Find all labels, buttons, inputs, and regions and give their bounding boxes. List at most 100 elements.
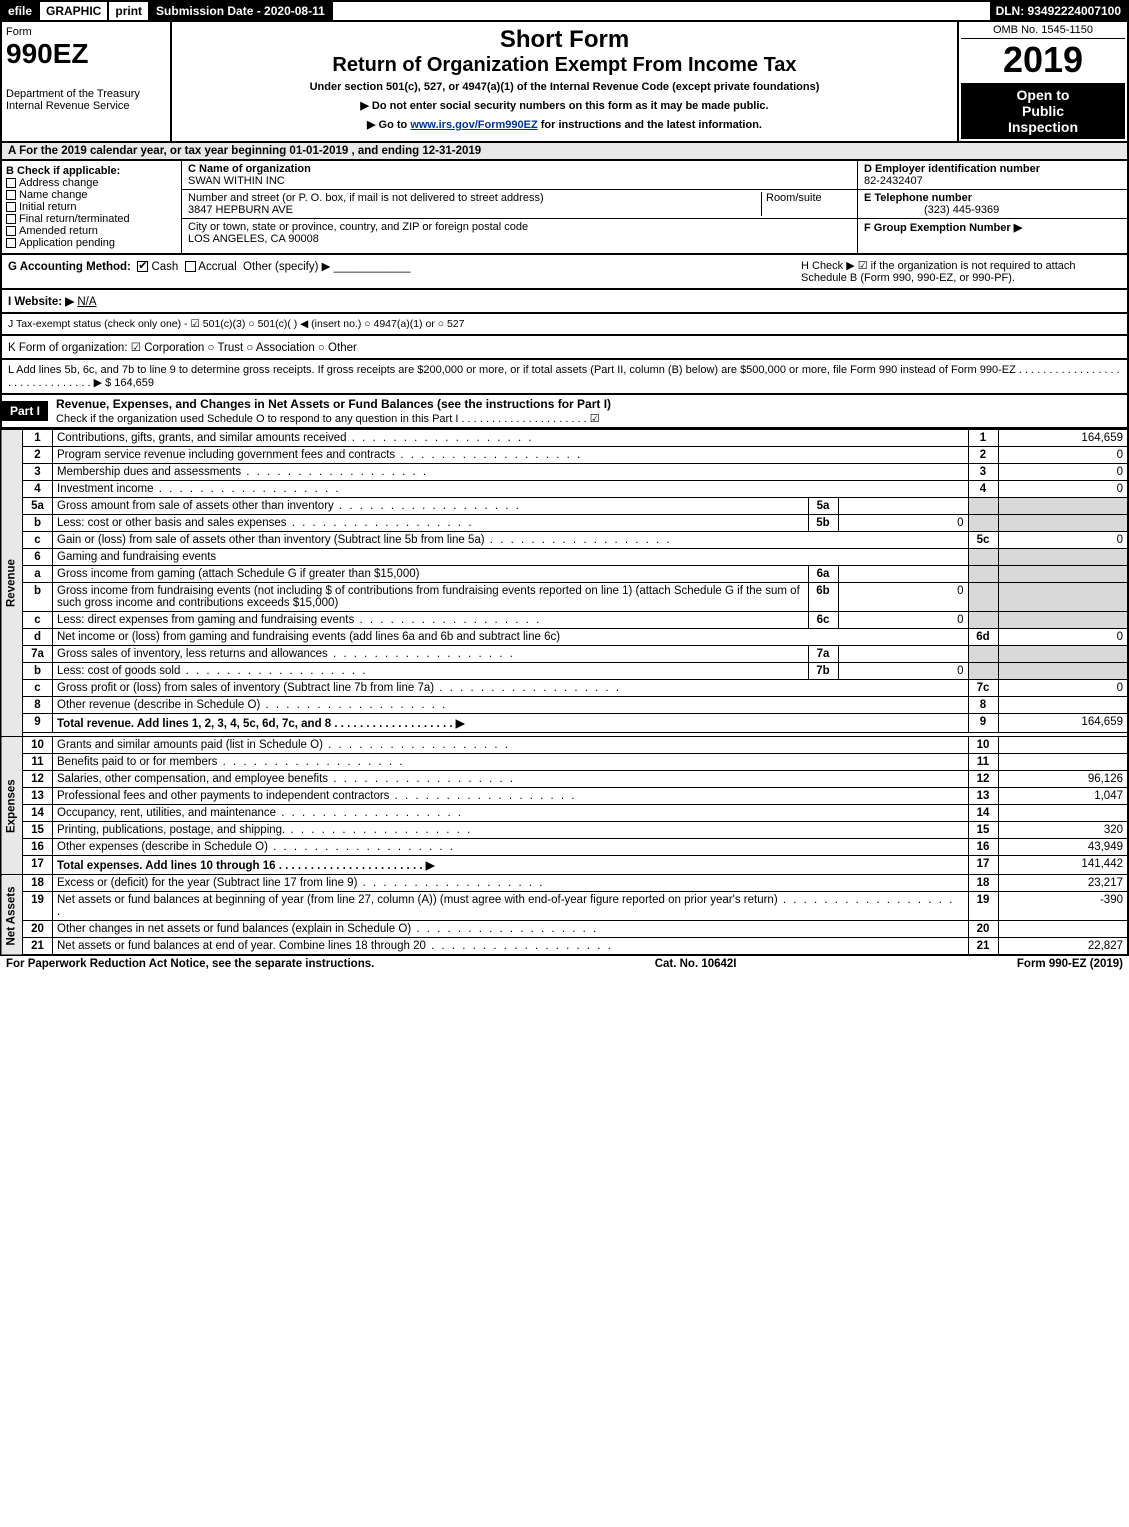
line-amount — [998, 754, 1128, 771]
chk-label: Final return/terminated — [19, 213, 130, 225]
line-no: a — [23, 566, 53, 583]
address-row: Number and street (or P. O. box, if mail… — [182, 190, 857, 219]
chk-label: Application pending — [19, 237, 115, 249]
line-no: 17 — [23, 856, 53, 875]
line-text: Less: direct expenses from gaming and fu… — [53, 612, 809, 629]
chk-address-change[interactable]: Address change — [6, 177, 177, 189]
line-ref: 15 — [968, 822, 998, 839]
part1-header-row: Part I Revenue, Expenses, and Changes in… — [0, 395, 1129, 429]
chk-amended[interactable]: Amended return — [6, 225, 177, 237]
line-no: 15 — [23, 822, 53, 839]
line-amount: 23,217 — [998, 875, 1128, 892]
line-no: 19 — [23, 892, 53, 921]
shade-cell — [998, 583, 1128, 612]
line-ref: 18 — [968, 875, 998, 892]
section-l: L Add lines 5b, 6c, and 7b to line 9 to … — [0, 360, 1129, 395]
line-no: 14 — [23, 805, 53, 822]
line-amount: 43,949 — [998, 839, 1128, 856]
line-amount — [998, 697, 1128, 714]
city-value: LOS ANGELES, CA 90008 — [188, 233, 319, 245]
line-ref: 20 — [968, 921, 998, 938]
irs-label: Internal Revenue Service — [6, 100, 166, 112]
shade-cell — [998, 646, 1128, 663]
part1-title: Revenue, Expenses, and Changes in Net As… — [48, 395, 1127, 427]
line-text: Gross profit or (loss) from sales of inv… — [53, 680, 969, 697]
line-text: Gross amount from sale of assets other t… — [53, 498, 809, 515]
open-inspection-box: Open to Public Inspection — [961, 83, 1125, 139]
line-text: Net assets or fund balances at beginning… — [53, 892, 969, 921]
city-row: City or town, state or province, country… — [182, 219, 857, 247]
line-text: Other revenue (describe in Schedule O) — [53, 697, 969, 714]
line-amount: 0 — [998, 629, 1128, 646]
line-text: Other expenses (describe in Schedule O) — [53, 839, 969, 856]
line-ref: 13 — [968, 788, 998, 805]
chk-application-pending[interactable]: Application pending — [6, 237, 177, 249]
chk-label: Address change — [19, 177, 99, 189]
ein-label: D Employer identification number — [864, 163, 1040, 175]
chk-initial-return[interactable]: Initial return — [6, 201, 177, 213]
city-label: City or town, state or province, country… — [188, 221, 528, 233]
section-g: G Accounting Method: Cash Accrual Other … — [8, 259, 801, 284]
line-ref: 5c — [968, 532, 998, 549]
chk-cash[interactable] — [137, 261, 148, 272]
g-label: G Accounting Method: — [8, 261, 131, 273]
line-ref: 12 — [968, 771, 998, 788]
line-ref: 2 — [968, 447, 998, 464]
line-amount: 0 — [998, 464, 1128, 481]
section-b: B Check if applicable: Address change Na… — [2, 161, 182, 253]
chk-name-change[interactable]: Name change — [6, 189, 177, 201]
top-bar: efile GRAPHIC print Submission Date - 20… — [0, 0, 1129, 22]
line-amount: 22,827 — [998, 938, 1128, 956]
line-amount: 0 — [998, 447, 1128, 464]
omb-number: OMB No. 1545-1150 — [961, 24, 1125, 39]
section-c: C Name of organization SWAN WITHIN INC N… — [182, 161, 857, 253]
dept-treasury: Department of the Treasury — [6, 88, 166, 100]
line-ref: 3 — [968, 464, 998, 481]
print-button[interactable]: print — [109, 2, 150, 20]
tax-year: 2019 — [961, 39, 1125, 81]
line-text: Contributions, gifts, grants, and simila… — [53, 430, 969, 447]
form-header: Form 990EZ Department of the Treasury In… — [0, 22, 1129, 143]
goto-pre: ▶ Go to — [367, 119, 410, 131]
form-number-block: Form 990EZ Department of the Treasury In… — [2, 22, 172, 141]
line-text: Total revenue. Add lines 1, 2, 3, 4, 5c,… — [53, 714, 969, 733]
cash-label: Cash — [151, 261, 178, 273]
addr-label: Number and street (or P. O. box, if mail… — [188, 192, 544, 204]
line-ref: 9 — [968, 714, 998, 733]
chk-final-return[interactable]: Final return/terminated — [6, 213, 177, 225]
chk-label: Initial return — [19, 201, 76, 213]
shade-cell — [998, 498, 1128, 515]
chk-label: Amended return — [19, 225, 98, 237]
footer-mid: Cat. No. 10642I — [655, 958, 737, 970]
line-ref: 8 — [968, 697, 998, 714]
footer-right: Form 990-EZ (2019) — [1017, 958, 1123, 970]
line-ref: 21 — [968, 938, 998, 956]
org-name-label: C Name of organization — [188, 163, 311, 175]
line-no: b — [23, 663, 53, 680]
line-ref: 4 — [968, 481, 998, 498]
irs-link[interactable]: www.irs.gov/Form990EZ — [410, 119, 537, 131]
form-number: 990EZ — [6, 38, 166, 70]
line-amount: 1,047 — [998, 788, 1128, 805]
line-amount: 0 — [998, 481, 1128, 498]
graphic-button[interactable]: GRAPHIC — [40, 2, 109, 20]
website-label: I Website: ▶ — [8, 296, 74, 308]
line-amount: 0 — [998, 532, 1128, 549]
shade-cell — [998, 515, 1128, 532]
shade-cell — [968, 663, 998, 680]
line-ref: 11 — [968, 754, 998, 771]
org-name-row: C Name of organization SWAN WITHIN INC — [182, 161, 857, 190]
line-text: Gross income from fundraising events (no… — [53, 583, 809, 612]
goto-post: for instructions and the latest informat… — [541, 119, 762, 131]
efile-button[interactable]: efile — [2, 2, 40, 20]
line-text: Salaries, other compensation, and employ… — [53, 771, 969, 788]
chk-accrual[interactable] — [185, 261, 196, 272]
goto-line: ▶ Go to www.irs.gov/Form990EZ for instru… — [176, 118, 953, 131]
title-block: Short Form Return of Organization Exempt… — [172, 22, 957, 141]
section-k: K Form of organization: ☑ Corporation ○ … — [0, 336, 1129, 360]
line-ref: 7c — [968, 680, 998, 697]
page-footer: For Paperwork Reduction Act Notice, see … — [0, 956, 1129, 972]
sub-ref: 6c — [808, 612, 838, 629]
line-no: 6 — [23, 549, 53, 566]
line-ref: 19 — [968, 892, 998, 921]
